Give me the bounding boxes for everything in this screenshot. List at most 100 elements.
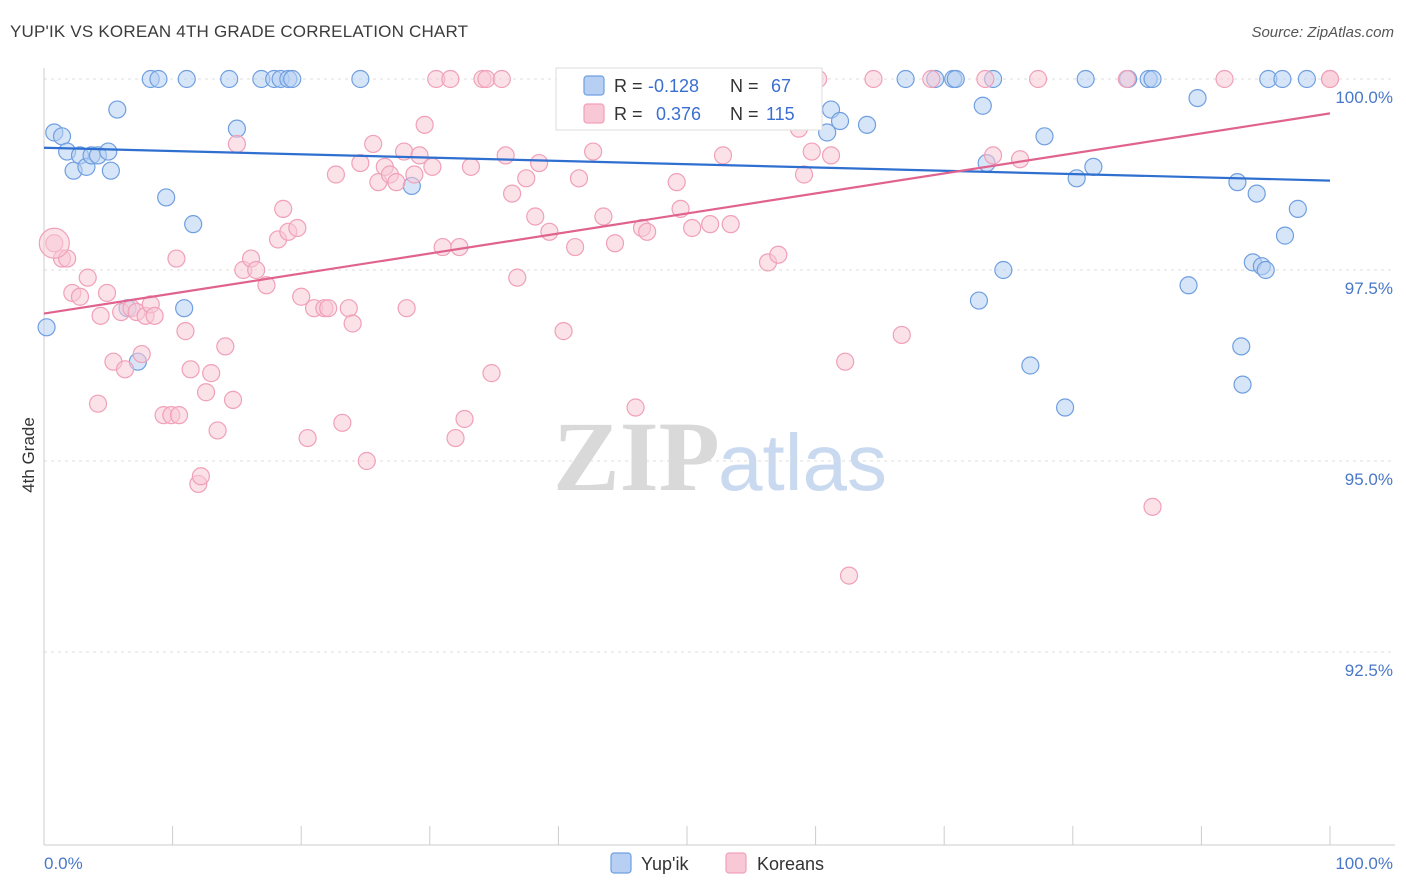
point-s1-20 [167, 249, 186, 268]
point-s0-53 [1021, 356, 1040, 375]
y-axis-label: 4th Grade [19, 417, 38, 493]
point-s1-44 [319, 299, 338, 318]
point-s0-52 [994, 260, 1013, 280]
point-s0-19 [184, 215, 203, 234]
point-s1-114 [983, 146, 1003, 165]
point-s1-30 [223, 390, 243, 409]
point-s0-10 [101, 161, 120, 180]
point-s1-67 [455, 409, 474, 429]
point-s0-11 [108, 100, 127, 119]
point-s0-61 [1143, 69, 1162, 89]
point-s1-49 [351, 153, 370, 173]
point-s0-9 [99, 142, 118, 161]
point-s0-2 [52, 127, 72, 146]
point-s0-63 [1188, 88, 1207, 108]
point-s1-65 [446, 428, 465, 448]
trend-line-1 [43, 112, 1331, 315]
point-s0-42 [830, 111, 850, 131]
point-s1-39 [288, 218, 307, 238]
point-s1-107 [821, 146, 841, 165]
point-s1-109 [839, 566, 859, 585]
point-s0-74 [1288, 199, 1307, 218]
point-s0-20 [220, 69, 239, 89]
point-s1-71 [482, 364, 501, 383]
legend-r-label-koreans: R = [614, 104, 643, 124]
point-s0-15 [149, 69, 168, 89]
point-s1-8 [97, 283, 117, 303]
point-s1-11 [115, 360, 135, 379]
point-s1-41 [298, 428, 317, 448]
legend-r-koreans: 0.376 [656, 104, 701, 124]
legend-r-label-yupik: R = [614, 76, 643, 96]
point-s1-113 [976, 69, 995, 89]
point-s1-47 [339, 299, 358, 318]
point-s1-40 [292, 287, 311, 306]
point-s1-45 [326, 165, 346, 184]
point-s1-55 [387, 173, 406, 192]
point-s1-68 [461, 157, 481, 176]
point-s1-94 [683, 218, 702, 238]
point-s0-75 [1297, 69, 1316, 89]
point-s0-68 [1247, 184, 1266, 203]
watermark: ZIP atlas [553, 401, 887, 512]
bottom-legend-koreans: Koreans [757, 854, 824, 874]
y-tick-labels: 100.0% 97.5% 95.0% 92.5% [1335, 88, 1393, 680]
y-tick-label-3: 92.5% [1345, 661, 1393, 680]
point-s1-58 [405, 165, 424, 184]
watermark-zip: ZIP [553, 401, 720, 512]
point-s0-21 [227, 119, 246, 138]
top-legend: R = -0.128 N = 67 R = 0.376 N = 115 [555, 67, 823, 131]
point-s1-92 [667, 173, 686, 192]
point-s1-70 [477, 69, 496, 89]
point-s1-84 [584, 142, 603, 161]
point-s1-97 [713, 146, 733, 165]
bottom-legend-swatch-yupik [610, 852, 632, 874]
point-s0-43 [857, 115, 877, 134]
point-s0-65 [1232, 337, 1251, 356]
point-s1-86 [605, 234, 625, 253]
point-s1-85 [594, 207, 613, 226]
point-s1-6 [88, 394, 108, 413]
point-s1-118 [1143, 497, 1162, 516]
x-tick-labels: 0.0% 100.0% [44, 854, 1393, 873]
point-s1-98 [721, 215, 740, 234]
point-s1-111 [892, 325, 911, 345]
point-s1-7 [91, 306, 110, 325]
point-s1-76 [517, 169, 536, 188]
point-s0-0 [37, 318, 56, 337]
point-s1-80 [554, 322, 573, 341]
point-s0-54 [1035, 127, 1054, 146]
y-tick-label-2: 95.0% [1345, 470, 1393, 489]
point-s1-59 [410, 146, 429, 165]
point-s0-56 [1067, 169, 1086, 188]
point-s0-26 [283, 69, 302, 89]
point-s1-74 [503, 184, 522, 203]
legend-n-label-yupik: N = [730, 76, 759, 96]
point-s1-78 [530, 153, 549, 173]
point-s1-96 [701, 215, 720, 234]
point-s0-47 [946, 69, 965, 89]
point-s1-89 [638, 222, 657, 241]
x-tick-label-left: 0.0% [44, 854, 83, 873]
point-s1-34 [247, 260, 266, 280]
point-s0-18 [175, 299, 194, 318]
point-s0-66 [1233, 375, 1252, 394]
point-s1-4 [70, 287, 90, 306]
point-s1-51 [364, 134, 383, 154]
legend-n-yupik: 67 [771, 76, 791, 96]
point-s1-121 [1320, 69, 1340, 89]
point-s1-119 [1215, 69, 1234, 89]
point-s1-61 [423, 157, 442, 176]
point-s0-57 [1076, 69, 1095, 89]
point-s1-101 [769, 245, 788, 264]
point-s1-23 [181, 360, 200, 379]
point-s1-large [38, 227, 70, 259]
point-s0-72 [1273, 69, 1292, 89]
point-s1-31 [227, 134, 246, 154]
bottom-legend-swatch-koreans [725, 852, 747, 874]
point-s0-17 [177, 69, 196, 89]
point-s1-5 [78, 268, 97, 287]
point-s1-35 [257, 276, 276, 295]
point-s1-112 [922, 69, 941, 89]
point-s1-104 [794, 165, 814, 184]
